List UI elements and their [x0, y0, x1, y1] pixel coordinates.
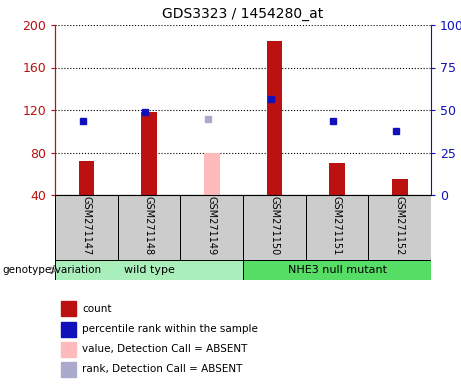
Bar [266, 41, 282, 195]
Text: value, Detection Call = ABSENT: value, Detection Call = ABSENT [82, 344, 248, 354]
Text: rank, Detection Call = ABSENT: rank, Detection Call = ABSENT [82, 364, 242, 374]
Text: wild type: wild type [124, 265, 174, 275]
Text: count: count [82, 304, 112, 314]
Bar [204, 152, 219, 195]
Bar [55, 260, 243, 280]
Bar [118, 195, 180, 260]
Bar [61, 342, 76, 357]
Bar [61, 362, 76, 377]
Text: GSM271150: GSM271150 [269, 196, 279, 255]
Bar [141, 112, 157, 195]
Bar [329, 163, 345, 195]
Text: NHE3 null mutant: NHE3 null mutant [288, 265, 386, 275]
Text: GSM271147: GSM271147 [81, 196, 91, 255]
Text: genotype/variation: genotype/variation [2, 265, 101, 275]
Text: GSM271152: GSM271152 [395, 196, 405, 255]
Bar [243, 260, 431, 280]
Bar [61, 322, 76, 337]
Bar [61, 301, 76, 316]
Bar [392, 179, 408, 195]
Bar [306, 195, 368, 260]
Title: GDS3323 / 1454280_at: GDS3323 / 1454280_at [162, 7, 324, 21]
Bar [78, 161, 94, 195]
Bar [243, 195, 306, 260]
Bar [368, 195, 431, 260]
Text: GSM271151: GSM271151 [332, 196, 342, 255]
Bar [55, 195, 118, 260]
Text: GSM271148: GSM271148 [144, 196, 154, 255]
Text: GSM271149: GSM271149 [207, 196, 217, 255]
Bar [180, 195, 243, 260]
Text: percentile rank within the sample: percentile rank within the sample [82, 324, 258, 334]
